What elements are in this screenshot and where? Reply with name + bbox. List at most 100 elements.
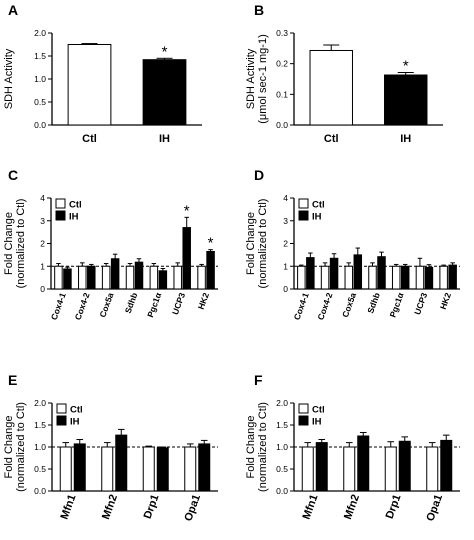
category-label: Ctl xyxy=(324,133,339,145)
panel-letter: A xyxy=(8,2,18,18)
y-axis-label: Fold Change xyxy=(245,212,257,275)
y-tick-label: 3 xyxy=(283,216,288,226)
panel-letter: C xyxy=(8,167,18,183)
legend-label: IH xyxy=(312,417,322,428)
category-label: Mfn1 xyxy=(301,493,321,521)
category-label: Opa1 xyxy=(424,493,445,523)
y-tick-label: 0 xyxy=(283,284,288,294)
y-tick-label: 0 xyxy=(40,284,45,294)
bar xyxy=(206,250,215,290)
legend-swatch xyxy=(298,415,309,426)
y-tick-label: 1.0 xyxy=(34,442,46,452)
legend-label: Ctl xyxy=(312,405,325,416)
category-label: Mfn1 xyxy=(59,493,79,521)
bar xyxy=(448,264,457,290)
legend-label: Ctl xyxy=(69,200,82,211)
category-label: Cox4-2 xyxy=(315,291,334,321)
y-tick-label: 0.3 xyxy=(276,28,288,38)
bar xyxy=(400,265,410,290)
y-axis-label: (normalized to Ctl) xyxy=(257,402,269,492)
y-tick-label: 1.0 xyxy=(276,442,288,452)
bar xyxy=(87,265,96,290)
bar xyxy=(415,265,425,290)
bar xyxy=(384,446,397,492)
panel-e: E Fold Change (normalized to Ctl) 0.0 0.5 1.0… xyxy=(3,372,218,523)
y-tick-label: 3 xyxy=(40,216,45,226)
bar xyxy=(156,447,169,492)
y-tick-label: 1.5 xyxy=(34,51,46,61)
bar xyxy=(398,440,411,492)
bar xyxy=(301,446,314,492)
y-axis-label: Fold Change xyxy=(245,416,257,479)
bar xyxy=(54,265,63,290)
category-label: IH xyxy=(400,133,411,145)
y-axis-label: SDH Activity xyxy=(3,48,15,109)
panel-letter: E xyxy=(8,372,17,388)
y-tick-label: 0.0 xyxy=(276,120,288,130)
significance-star: * xyxy=(208,235,214,252)
y-axis-label: Fold Change xyxy=(3,416,15,479)
category-label: Cox4-1 xyxy=(49,291,68,321)
category-label: Pgc1α xyxy=(145,291,163,319)
bar xyxy=(182,227,191,290)
category-label: Cox4-2 xyxy=(73,291,92,321)
bar xyxy=(63,268,72,290)
significance-star: * xyxy=(184,202,190,219)
y-tick-label: 0.0 xyxy=(34,120,46,130)
category-label: Cox4-1 xyxy=(292,291,311,321)
bar xyxy=(125,265,135,290)
y-tick-label: 0.0 xyxy=(276,486,288,496)
y-tick-label: 0.5 xyxy=(34,464,46,474)
category-label: Mfn2 xyxy=(100,493,120,521)
legend-swatch xyxy=(55,210,66,221)
y-tick-label: 2.0 xyxy=(34,28,46,38)
category-label: UCP3 xyxy=(412,291,429,316)
bar xyxy=(198,443,211,492)
y-tick-label: 0.0 xyxy=(34,486,46,496)
category-label: HK2 xyxy=(196,291,211,311)
bar xyxy=(158,270,168,290)
bar xyxy=(329,257,339,290)
y-axis-label: (normalized to Ctl) xyxy=(15,199,27,289)
bar xyxy=(115,434,128,492)
legend-swatch xyxy=(56,403,67,414)
bar xyxy=(320,265,330,290)
y-axis-label: Fold Change xyxy=(3,212,15,275)
y-axis-label: (normalized to Ctl) xyxy=(15,402,27,492)
category-label: Drp1 xyxy=(384,493,404,521)
y-tick-label: 2 xyxy=(283,239,288,249)
bar xyxy=(384,74,428,126)
bar xyxy=(368,265,377,290)
bar xyxy=(149,265,159,290)
panel-d: D Fold Change (normalized to Ctl) 0 1 2 3 4 Cox4… xyxy=(245,167,460,321)
bar xyxy=(306,257,315,290)
category-label: Opa1 xyxy=(182,493,203,523)
bar xyxy=(142,446,155,492)
legend-label: IH xyxy=(312,212,322,223)
category-label: Mfn2 xyxy=(342,493,362,521)
legend-label: IH xyxy=(70,417,80,428)
y-axis-label: (normalized to Ctl) xyxy=(257,199,269,289)
panel-b: B SDH Activity (μmol sec-1 mg-1) 0.0 0.1 0.2 0… xyxy=(245,2,443,145)
bar xyxy=(309,49,353,126)
bar xyxy=(343,446,356,492)
bar xyxy=(344,265,354,290)
bar xyxy=(391,265,401,290)
category-label: Sdhb xyxy=(365,291,382,314)
y-tick-label: 4 xyxy=(40,193,45,203)
bar xyxy=(67,44,112,126)
legend-swatch xyxy=(298,403,309,414)
y-tick-label: 2.0 xyxy=(276,398,288,408)
legend-label: Ctl xyxy=(70,405,83,416)
bar xyxy=(315,442,328,492)
legend-swatch xyxy=(298,210,309,221)
bar xyxy=(426,446,439,492)
category-label: HK2 xyxy=(438,291,453,311)
bar xyxy=(197,265,206,290)
panel-f: F Fold Change (normalized to Ctl) 0.0 0.5 1.0… xyxy=(245,372,460,523)
bar xyxy=(377,256,386,290)
significance-star: * xyxy=(403,58,409,75)
panel-c: C Fold Change (normalized to Ctl) 0 1 2 3 4 Cox4… xyxy=(3,167,218,321)
y-tick-label: 1 xyxy=(40,261,45,271)
